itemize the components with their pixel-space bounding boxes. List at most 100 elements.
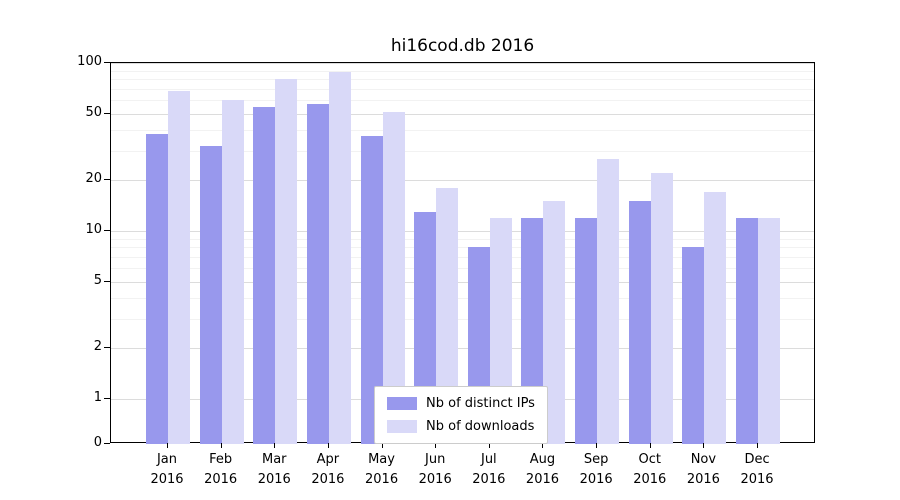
gridline-major [111,281,814,283]
x-tick-month: Nov [690,452,717,467]
gridline-minor [111,297,814,299]
gridline-minor [111,268,814,270]
gridline-minor [111,89,814,91]
bar-downloads [436,188,459,444]
x-tick-mark [327,443,329,448]
gridline-minor [111,318,814,320]
legend-item-distinct-ips: Nb of distinct IPs [387,396,535,411]
x-tick-label: Nov 2016 [671,450,735,489]
bar-distinct-ips [682,247,705,444]
x-tick-year: 2016 [365,471,399,487]
x-tick-year: 2016 [418,471,452,487]
gridline-major [111,113,814,115]
plot-area: Nb of distinct IPs Nb of downloads [110,62,815,444]
x-tick-mark [220,443,222,448]
y-tick-label: 20 [85,171,102,187]
y-tick-mark [104,443,110,444]
bar-distinct-ips [628,201,651,444]
y-tick-label: 0 [93,435,102,450]
x-tick-label: Aug 2016 [510,450,574,489]
x-tick-year: 2016 [257,471,291,487]
x-tick-year: 2016 [525,471,560,487]
gridline-minor [111,150,814,152]
bar-downloads [758,217,781,444]
x-tick-label: Jan 2016 [135,450,199,489]
bar-distinct-ips [253,106,276,444]
bar-downloads [597,158,620,444]
bar-distinct-ips [306,104,329,444]
x-tick-month: Oct [638,452,661,467]
x-tick-year: 2016 [740,471,774,487]
x-tick-month: Jul [480,452,497,467]
x-tick-mark [488,443,490,448]
x-tick-mark [435,443,437,448]
x-tick-year: 2016 [472,471,506,487]
x-tick-mark [381,443,383,448]
y-tick-label: 5 [93,272,102,288]
x-tick-month: Dec [744,452,770,467]
x-tick-mark [649,443,651,448]
y-tick-label: 10 [85,222,102,237]
x-tick-label: Oct 2016 [618,450,682,489]
bar-distinct-ips [414,211,437,444]
y-tick-label: 2 [93,339,102,355]
bar-downloads [328,72,351,444]
x-tick-month: May [368,452,395,467]
chart-title: hi16cod.db 2016 [390,36,535,56]
x-tick-month: Apr [316,452,340,467]
x-tick-label: Dec 2016 [725,450,789,489]
y-tick-label: 100 [77,54,102,69]
x-tick-mark [703,443,705,448]
legend: Nb of distinct IPs Nb of downloads [374,386,548,444]
gridline-major [111,63,814,64]
x-tick-year: 2016 [686,471,720,487]
y-tick-label: 50 [85,104,102,120]
y-tick-mark [104,398,110,399]
y-tick-mark [104,179,110,181]
gridline-minor [111,70,814,72]
legend-label-distinct-ips: Nb of distinct IPs [426,396,535,411]
x-tick-mark [596,443,598,448]
legend-label-downloads: Nb of downloads [426,419,535,434]
x-tick-month: Jun [425,452,446,467]
bar-downloads [168,91,190,444]
bar-downloads [704,192,727,444]
bar-distinct-ips [575,217,598,444]
x-tick-label: Jul 2016 [457,450,521,489]
x-tick-month: Mar [262,452,287,467]
bar-distinct-ips [736,217,759,444]
bar-downloads [382,112,405,444]
x-tick-label: Apr 2016 [296,450,360,489]
y-tick-mark [104,347,110,349]
x-tick-year: 2016 [204,471,238,487]
x-tick-label: Sep 2016 [564,450,628,489]
x-tick-month: Aug [529,452,556,467]
x-tick-mark [542,443,544,448]
bar-distinct-ips [146,133,168,444]
x-tick-mark [757,443,759,448]
x-tick-label: Feb 2016 [189,450,253,489]
y-tick-mark [104,62,110,63]
x-tick-label: Mar 2016 [242,450,306,489]
x-tick-year: 2016 [311,471,345,487]
x-tick-year: 2016 [150,471,184,487]
gridline-major [111,180,814,182]
gridline-minor [111,129,814,131]
x-tick-label: Jun 2016 [403,450,467,489]
bar-distinct-ips [360,135,383,444]
x-tick-label: May 2016 [350,450,414,489]
x-tick-month: Sep [583,452,609,467]
y-tick-mark [104,112,110,114]
legend-swatch-downloads [387,420,417,433]
gridline-minor [111,238,814,240]
x-tick-month: Jan [156,452,178,467]
y-tick-label: 1 [93,390,102,405]
x-tick-year: 2016 [579,471,613,487]
legend-swatch-distinct-ips [387,397,417,410]
gridline-minor [111,247,814,249]
y-tick-mark [104,280,110,282]
bar-distinct-ips [199,146,222,444]
gridline-major [111,231,814,232]
gridline-minor [111,100,814,102]
